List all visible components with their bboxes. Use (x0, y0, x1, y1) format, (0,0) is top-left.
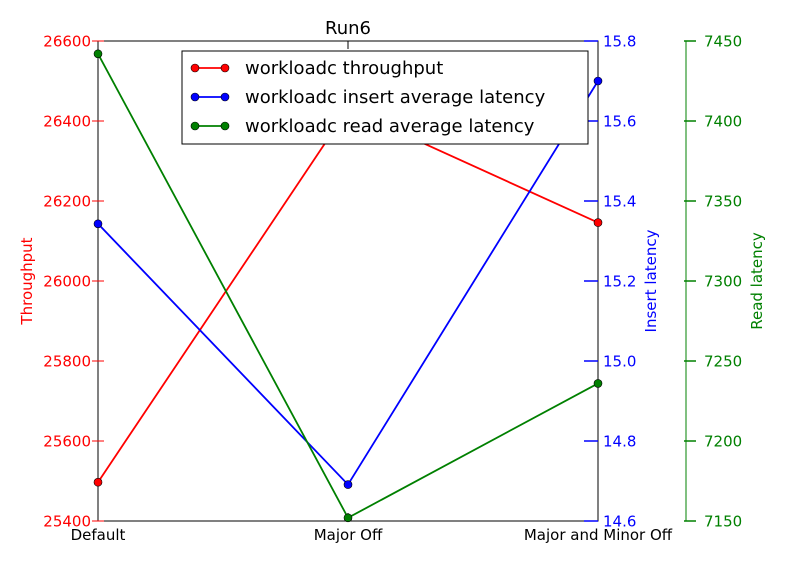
insert-latency-axis-label: Insert latency (642, 229, 660, 332)
legend-marker (220, 92, 230, 102)
throughput-tick-label: 26200 (43, 193, 91, 211)
insert-latency-tick-label: 14.6 (603, 513, 636, 531)
legend-label: workloadc throughput (245, 58, 443, 79)
legend-label: workloadc read average latency (245, 116, 535, 137)
x-tick-label: Default (71, 526, 126, 544)
throughput-series-point (93, 477, 103, 487)
read-latency-axis-label: Read latency (748, 232, 766, 330)
insert-latency-series-point (343, 480, 353, 489)
insert-latency-series-point (593, 76, 603, 86)
read-latency-tick-label: 7400 (704, 113, 742, 131)
insert-latency-tick-label: 15.0 (603, 353, 636, 371)
legend-label: workloadc insert average latency (245, 87, 546, 108)
insert-latency-tick-label: 15.2 (603, 273, 636, 291)
legend-marker (190, 92, 200, 102)
throughput-tick-label: 25800 (43, 353, 91, 371)
legend-marker (220, 63, 230, 73)
read-latency-series-point (593, 379, 603, 388)
read-latency-series-point (343, 513, 353, 523)
throughput-tick-label: 26400 (43, 113, 91, 131)
legend-marker (220, 121, 230, 131)
legend-marker (190, 121, 200, 131)
legend: workloadc throughput workloadc insert ave… (181, 50, 589, 145)
read-latency-series-point (93, 49, 103, 59)
throughput-series-point (593, 218, 603, 227)
insert-latency-tick-label: 15.6 (603, 113, 636, 131)
x-tick-label: Major and Minor Off (524, 526, 673, 544)
read-latency-tick-label: 7300 (704, 273, 742, 291)
throughput-tick-label: 25400 (43, 513, 91, 531)
insert-latency-tick-label: 15.4 (603, 193, 636, 211)
chart-title: Run6 (325, 18, 371, 39)
throughput-tick-label: 26600 (43, 33, 91, 51)
x-tick-label: Major Off (314, 526, 383, 544)
insert-latency-tick-label: 14.8 (603, 433, 636, 451)
throughput-axis-label: Throughput (18, 237, 36, 325)
legend-box (181, 50, 589, 145)
insert-latency-tick-label: 15.8 (603, 33, 636, 51)
read-latency-tick-label: 7350 (704, 193, 742, 211)
read-latency-tick-label: 7450 (704, 33, 742, 51)
read-latency-tick-label: 7200 (704, 433, 742, 451)
legend-marker (190, 63, 200, 73)
read-latency-tick-label: 7250 (704, 353, 742, 371)
throughput-tick-label: 26000 (43, 273, 91, 291)
plot-area: Default Major Off Major and Minor Off 25400… (18, 33, 766, 545)
read-latency-tick-label: 7150 (704, 513, 742, 531)
throughput-tick-label: 25600 (43, 433, 91, 451)
insert-latency-series-point (93, 219, 103, 229)
